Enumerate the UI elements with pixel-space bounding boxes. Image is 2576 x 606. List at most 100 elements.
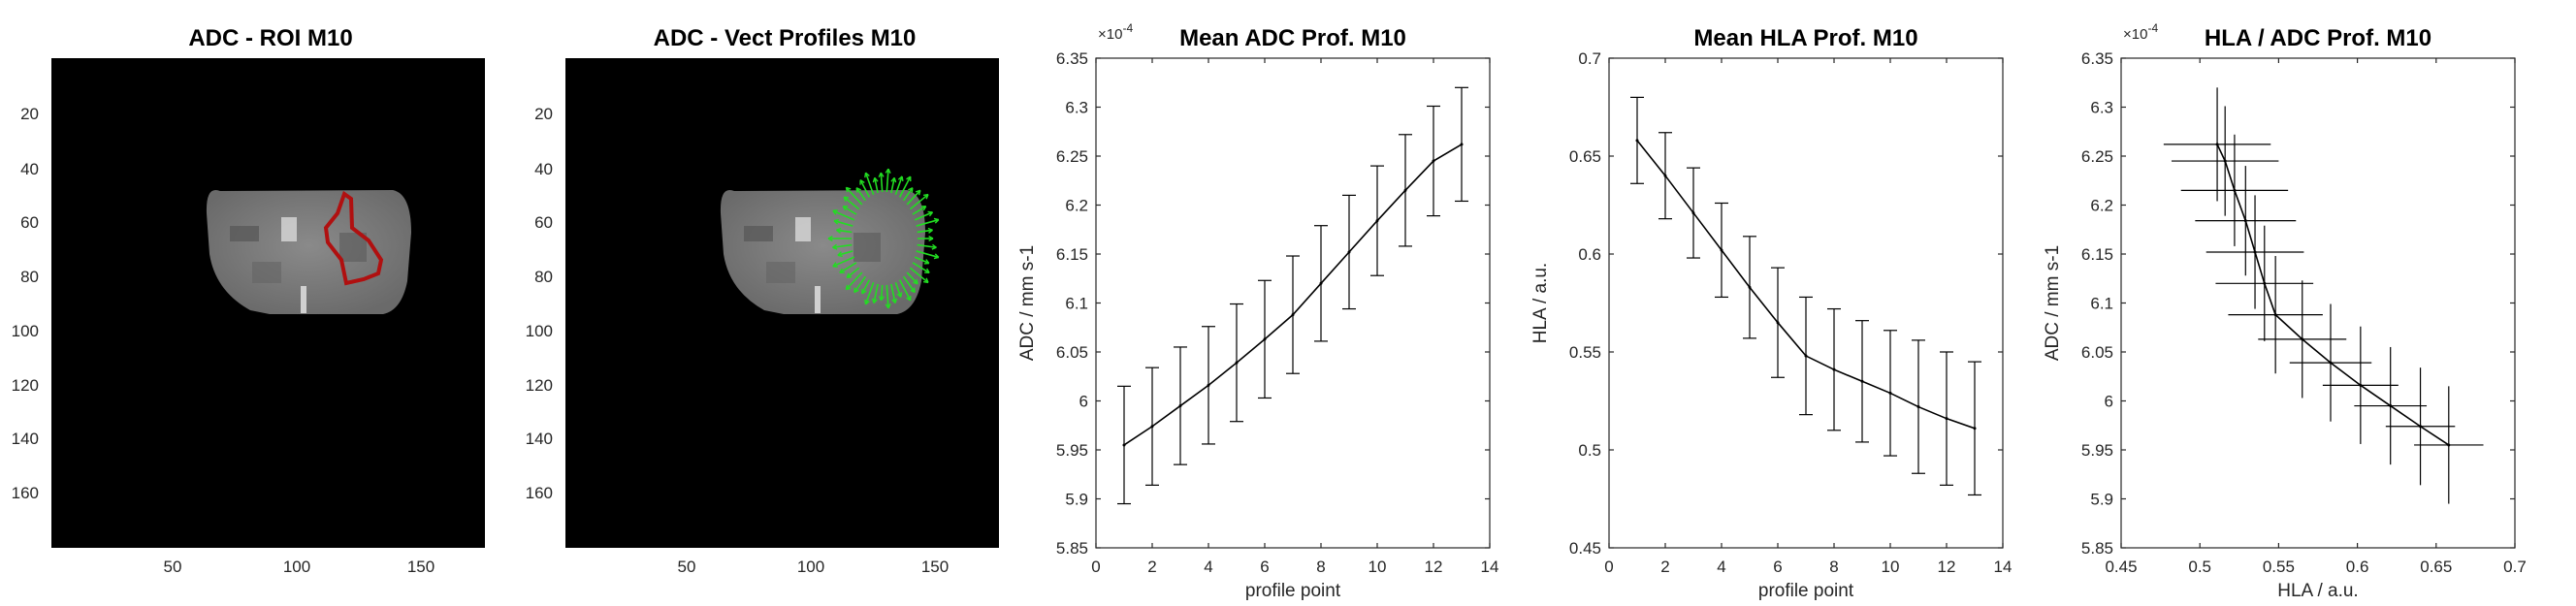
roi-x-ticks: 50 100 150 <box>164 558 435 576</box>
profile-vector <box>894 281 903 298</box>
data-point <box>2389 404 2393 408</box>
y-tick-label: 0.6 <box>1578 245 1601 264</box>
profile-vector <box>855 187 867 202</box>
profile-vector <box>846 267 860 279</box>
roi-x-tick: 50 <box>164 558 182 576</box>
profile-vector <box>885 284 891 309</box>
profile-vector <box>871 283 879 304</box>
data-point <box>1150 425 1154 429</box>
data-point <box>1691 211 1695 215</box>
data-point <box>2419 425 2423 429</box>
y-tick-label: 5.95 <box>2081 441 2113 460</box>
panel-vect-title: ADC - Vect Profiles M10 <box>654 25 917 51</box>
x-tick-label: 12 <box>1938 558 1956 576</box>
vect-brain-image <box>720 189 925 314</box>
y-exponent-label: ×10-4 <box>1098 21 1133 43</box>
roi-brain-image <box>206 189 411 314</box>
data-point <box>1403 188 1407 192</box>
profile-vector <box>872 176 879 194</box>
x-tick-label: 0 <box>1604 558 1613 576</box>
roi-x-tick: 100 <box>283 558 310 576</box>
y-tick-label: 6.2 <box>2090 197 2113 215</box>
data-point <box>1945 417 1948 421</box>
roi-y-tick: 40 <box>20 160 39 178</box>
profile-vector <box>853 275 867 294</box>
plot-area <box>2120 57 2516 549</box>
y-tick-label: 5.85 <box>2081 539 2113 558</box>
y-tick-label: 6.25 <box>2081 147 2113 166</box>
data-point <box>2301 337 2304 341</box>
x-tick-label: 8 <box>1316 558 1325 576</box>
data-point <box>1748 285 1752 289</box>
data-point <box>1291 313 1295 317</box>
data-point <box>2263 281 2267 285</box>
profile-vector <box>859 179 871 198</box>
x-tick-label: 10 <box>1368 558 1387 576</box>
profile-vector <box>902 275 916 294</box>
data-point <box>1235 361 1239 365</box>
profile-vector <box>918 235 934 242</box>
profile-vector <box>914 256 930 265</box>
profile-vector <box>842 206 857 215</box>
y-tick-label: 0.5 <box>1578 441 1601 460</box>
profile-vector <box>878 172 885 193</box>
vect-y-tick: 120 <box>526 376 553 395</box>
x-tick-label: 2 <box>1147 558 1156 576</box>
profile-vector <box>906 189 921 206</box>
y-tick-label: 6.35 <box>1056 49 1088 68</box>
roi-y-ticks: 20 40 60 80 100 120 140 160 <box>12 105 39 502</box>
profile-vector <box>912 206 927 215</box>
panel-roi: ADC - ROI M10 20 40 60 80 100 120 140 16… <box>12 25 485 576</box>
data-point <box>1207 383 1210 387</box>
profile-vector <box>906 271 918 285</box>
profile-vector <box>839 262 857 274</box>
profile-vector <box>885 168 891 193</box>
profile-vector <box>914 210 934 221</box>
x-tick-label: 0.5 <box>2188 558 2211 576</box>
chart-mean-hla: 0 2 4 6 8 10 12 14 0.45 0.5 0.55 0.6 0.65 0.7 Mean HLA… <box>1530 25 2012 601</box>
panel-roi-title: ADC - ROI M10 <box>188 25 352 51</box>
y-tick-label: 0.55 <box>1569 343 1601 362</box>
profile-vector <box>917 243 937 250</box>
x-tick-label: 6 <box>1773 558 1782 576</box>
y-tick-label: 6.15 <box>2081 245 2113 264</box>
chart-title: Mean HLA Prof. M10 <box>1693 25 1917 51</box>
profile-vector <box>878 284 885 302</box>
profile-vector <box>845 271 863 291</box>
data-point <box>1720 248 1723 252</box>
data-point <box>1888 391 1892 395</box>
profile-vector <box>890 283 898 304</box>
vect-y-tick: 160 <box>526 484 553 502</box>
y-tick-label: 5.95 <box>1056 441 1088 460</box>
y-axis-label: ADC / mm s-1 <box>1017 245 1038 361</box>
vect-x-tick: 50 <box>678 558 696 576</box>
x-tick-label: 0.65 <box>2420 558 2452 576</box>
x-tick-label: 0.55 <box>2263 558 2295 576</box>
profile-vector <box>916 250 940 260</box>
y-tick-label: 0.65 <box>1569 147 1601 166</box>
y-tick-label: 0.7 <box>1578 49 1601 68</box>
y-tick-label: 6.3 <box>2090 99 2113 117</box>
vect-y-tick: 140 <box>526 430 553 448</box>
data-point <box>1973 427 1977 431</box>
vect-y-tick: 20 <box>534 105 553 123</box>
y-tick-label: 5.85 <box>1056 539 1088 558</box>
x-axis-label: profile point <box>1758 581 1854 601</box>
data-point <box>1460 143 1464 146</box>
roi-y-tick: 100 <box>12 322 39 340</box>
data-point <box>1804 354 1808 358</box>
y-tick-label: 6.05 <box>1056 343 1088 362</box>
x-tick-label: 14 <box>1481 558 1499 576</box>
vect-y-tick: 40 <box>534 160 553 178</box>
vect-x-tick: 100 <box>797 558 824 576</box>
roi-y-tick: 60 <box>20 213 39 232</box>
profile-vector <box>833 218 853 227</box>
data-point <box>1916 405 1920 409</box>
data-point <box>2273 313 2277 317</box>
data-point <box>1832 367 1836 371</box>
y-tick-label: 6 <box>2105 393 2113 411</box>
roi-outline <box>323 190 384 286</box>
x-tick-label: 12 <box>1425 558 1443 576</box>
x-tick-label: 14 <box>1994 558 2012 576</box>
